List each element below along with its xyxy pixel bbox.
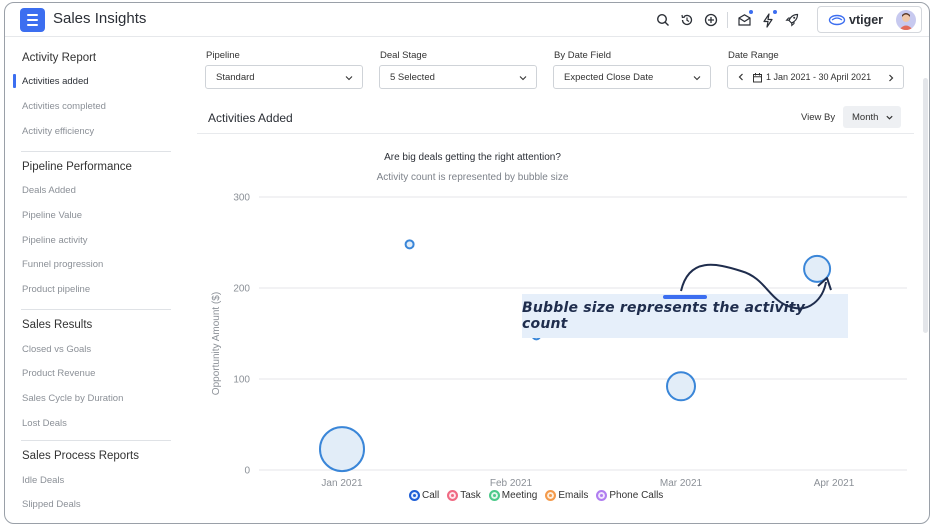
- legend-task[interactable]: Task: [447, 490, 481, 501]
- date-field-select[interactable]: Expected Close Date: [553, 65, 711, 89]
- chevron-left-icon[interactable]: [736, 72, 746, 82]
- sidebar-item-pipeline-value[interactable]: Pipeline Value: [22, 210, 83, 221]
- legend-phone-calls[interactable]: Phone Calls: [596, 490, 663, 501]
- date-range-picker[interactable]: 1 Jan 2021 - 30 April 2021: [727, 65, 904, 89]
- chart-legend: Call Task Meeting Emails Phone Calls: [409, 490, 663, 501]
- emails-dot-icon: [545, 490, 557, 501]
- sidebar-item-activity-efficiency[interactable]: Activity efficiency: [22, 126, 95, 137]
- header-divider: [727, 12, 728, 28]
- sidebar-item-idle-deals[interactable]: Idle Deals: [22, 475, 65, 486]
- sidebar-item-lost-deals[interactable]: Lost Deals: [22, 418, 67, 429]
- active-indicator: [13, 74, 16, 88]
- bubble-point: [666, 371, 696, 402]
- deal-stage-label: Deal Stage: [380, 50, 428, 61]
- app-title: Sales Insights: [53, 10, 147, 27]
- chevron-down-icon: [693, 76, 701, 81]
- lightning-icon[interactable]: [756, 10, 780, 29]
- call-dot-icon: [409, 490, 420, 501]
- deal-stage-value: 5 Selected: [390, 71, 435, 83]
- chevron-down-icon: [345, 76, 353, 81]
- legend-emails[interactable]: Emails: [545, 490, 588, 501]
- y-axis-label: Opportunity Amount ($): [211, 292, 222, 395]
- legend-meeting[interactable]: Meeting: [488, 490, 537, 501]
- calendar-icon: [753, 72, 762, 82]
- sidebar-section-pipeline-performance: Pipeline Performance: [22, 161, 132, 173]
- callout-text: Bubble size represents the activity coun…: [522, 300, 806, 332]
- bubble-point: [319, 426, 365, 473]
- meeting-dot-icon: [488, 490, 500, 501]
- legend-call[interactable]: Call: [409, 490, 439, 501]
- sidebar-item-product-pipeline[interactable]: Product pipeline: [22, 284, 91, 295]
- date-field-label: By Date Field: [554, 50, 612, 61]
- lightning-notification-dot: [773, 10, 777, 14]
- sidebar-divider: [21, 440, 171, 441]
- y-tick-label: 0: [244, 466, 250, 477]
- add-circle-icon[interactable]: [699, 11, 723, 29]
- date-range-label: Date Range: [728, 50, 779, 61]
- sidebar-section-sales-process: Sales Process Reports: [22, 450, 139, 462]
- search-icon[interactable]: [651, 11, 675, 29]
- pipeline-value: Standard: [216, 71, 255, 83]
- brand-account-switcher[interactable]: vtiger: [817, 6, 922, 33]
- deal-stage-select[interactable]: 5 Selected: [379, 65, 537, 89]
- date-field-value: Expected Close Date: [564, 71, 654, 83]
- bubble-point: [404, 239, 415, 250]
- y-tick-label: 200: [233, 284, 250, 295]
- panel-divider: [197, 133, 914, 134]
- sidebar-item-closed-vs-goals[interactable]: Closed vs Goals: [22, 344, 92, 355]
- sidebar-item-sales-cycle[interactable]: Sales Cycle by Duration: [22, 393, 124, 404]
- sidebar: Activity Report Activities added Activit…: [5, 37, 177, 523]
- vtiger-logo-icon: [828, 14, 846, 25]
- hamburger-menu-button[interactable]: [20, 8, 45, 32]
- sidebar-item-funnel-progression[interactable]: Funnel progression: [22, 259, 104, 270]
- chevron-down-icon: [886, 115, 893, 120]
- brand-name: vtiger: [849, 12, 884, 27]
- x-tick-label: Feb 2021: [490, 478, 533, 489]
- y-tick-label: 100: [233, 375, 250, 386]
- sidebar-divider: [21, 151, 171, 152]
- x-tick-label: Mar 2021: [660, 478, 703, 489]
- sidebar-item-activities-added[interactable]: Activities added: [22, 76, 89, 87]
- rocket-icon[interactable]: [780, 11, 804, 29]
- panel-title: Activities Added: [208, 111, 293, 125]
- inbox-notification-dot: [749, 10, 753, 14]
- sidebar-item-deals-added[interactable]: Deals Added: [22, 185, 76, 196]
- inbox-icon[interactable]: [732, 10, 756, 29]
- pipeline-label: Pipeline: [206, 50, 240, 61]
- x-tick-label: Jan 2021: [321, 478, 363, 489]
- bubble-point: [803, 254, 832, 283]
- view-by-label: View By: [801, 112, 836, 123]
- pipeline-select[interactable]: Standard: [205, 65, 363, 89]
- date-range-value: 1 Jan 2021 - 30 April 2021: [766, 72, 872, 82]
- view-by-value: Month: [852, 111, 879, 123]
- chevron-right-icon[interactable]: [886, 73, 896, 83]
- sidebar-divider: [21, 309, 171, 310]
- view-by-select[interactable]: Month: [843, 106, 901, 128]
- phone-calls-dot-icon: [596, 490, 608, 501]
- chart-subtitle: Activity count is represented by bubble …: [376, 172, 569, 183]
- task-dot-icon: [447, 490, 459, 501]
- sidebar-section-sales-results: Sales Results: [22, 319, 93, 331]
- sidebar-section-activity-report: Activity Report: [22, 52, 97, 64]
- top-header: Sales Insights: [5, 3, 929, 37]
- header-icons: [651, 10, 804, 29]
- scrollbar[interactable]: [923, 78, 928, 333]
- x-tick-label: Apr 2021: [814, 478, 855, 489]
- sidebar-item-product-revenue[interactable]: Product Revenue: [22, 368, 96, 379]
- user-avatar[interactable]: [896, 10, 916, 30]
- sidebar-item-activities-completed[interactable]: Activities completed: [22, 101, 106, 112]
- annotation-callout: Bubble size represents the activity coun…: [522, 294, 848, 338]
- app-window: Sales Insights: [4, 2, 930, 524]
- chart-title: Are big deals getting the right attentio…: [384, 152, 561, 163]
- history-icon[interactable]: [675, 11, 699, 29]
- sidebar-item-slipped-deals[interactable]: Slipped Deals: [22, 499, 81, 510]
- chevron-down-icon: [519, 76, 527, 81]
- sidebar-item-pipeline-activity[interactable]: Pipeline activity: [22, 235, 88, 246]
- y-tick-label: 300: [233, 193, 250, 204]
